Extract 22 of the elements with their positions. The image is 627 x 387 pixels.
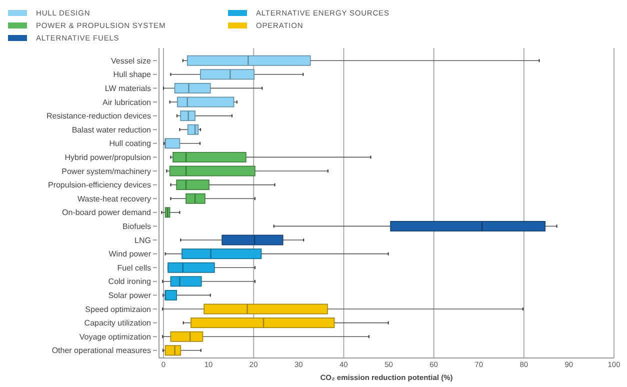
y-tick-label: Resistance-reduction devices	[46, 112, 151, 121]
y-tick-label: Fuel cells	[117, 263, 151, 272]
y-tick-label: Power system/machinery	[62, 166, 151, 176]
y-tick-label: Air lubrication	[102, 98, 151, 107]
y-tick-label: Hull shape	[113, 70, 152, 80]
y-tick-label: LW materials	[104, 84, 151, 93]
y-tick-label: Capacity utilization	[84, 318, 151, 328]
y-tick-label: LNG	[134, 236, 151, 245]
y-tick-label: Propulsion-efficiency devices	[48, 180, 151, 190]
y-tick-label: Voyage optimization	[79, 332, 151, 342]
y-tick-label: Speed optimizaion	[85, 304, 151, 314]
y-tick-label: Balast water reduction	[72, 125, 151, 134]
y-tick-label: Other operational measures	[52, 346, 151, 356]
y-tick-label: Hull coating	[109, 139, 151, 148]
y-tick-label: Hybrid power/propulsion	[64, 152, 151, 162]
y-tick-label: Solar power	[108, 291, 152, 300]
y-tick-label: On-board power demand	[62, 208, 151, 218]
y-tick-label: Biofuels	[122, 222, 151, 231]
y-tick-label: Waste-heat recovery	[77, 194, 151, 204]
y-tick-label: Wind power	[108, 250, 152, 259]
y-tick-label: Cold ironing	[108, 277, 151, 286]
y-tick-label: Vessel size	[110, 56, 152, 66]
